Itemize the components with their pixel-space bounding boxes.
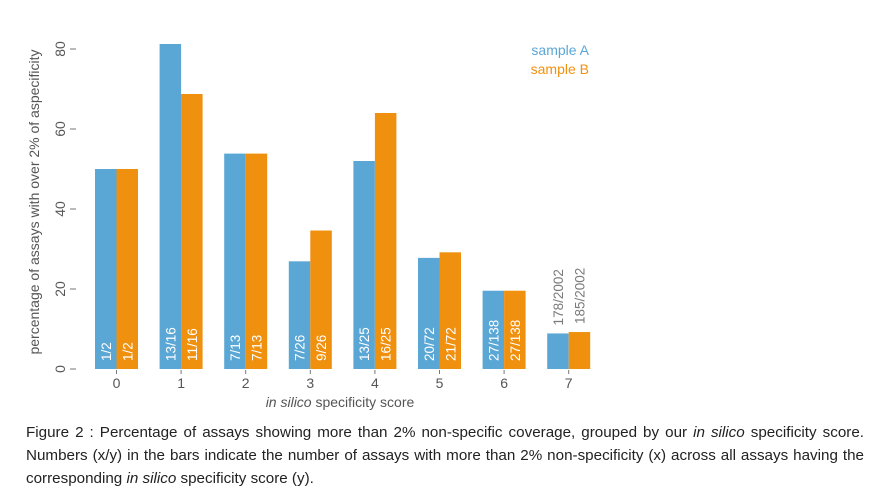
x-tick-label-0: 0 bbox=[113, 375, 121, 391]
figure-caption: Figure 2 : Percentage of assays showing … bbox=[26, 421, 864, 490]
y-axis: 0 20 40 60 80 bbox=[52, 41, 76, 373]
x-tick-label-3: 3 bbox=[306, 375, 314, 391]
y-tick-label-40: 40 bbox=[52, 201, 68, 217]
x-tick-label-2: 2 bbox=[242, 375, 250, 391]
caption-text-3: specificity score (y). bbox=[176, 470, 314, 487]
bar-label-b-5: 21/72 bbox=[443, 327, 458, 361]
bar-b-0 bbox=[117, 169, 139, 369]
y-tick-label-60: 60 bbox=[52, 121, 68, 137]
bar-label-a-2: 7/13 bbox=[228, 335, 243, 361]
bar-label-b-2: 7/13 bbox=[249, 335, 264, 361]
caption-italic-1: in silico bbox=[693, 424, 745, 441]
bar-label-b-3: 9/26 bbox=[314, 335, 329, 361]
bar-label-b-0: 1/2 bbox=[120, 342, 135, 361]
bar-a-0 bbox=[95, 169, 117, 369]
bar-label-b-7: 185/2002 bbox=[572, 268, 587, 324]
bar-label-b-1: 11/16 bbox=[185, 328, 200, 361]
legend-entry-b: sample B bbox=[531, 61, 589, 77]
x-tick-label-1: 1 bbox=[177, 375, 185, 391]
y-tick-label-80: 80 bbox=[52, 41, 68, 57]
x-axis: 0 1 2 3 4 5 6 7 bbox=[113, 370, 573, 391]
bar-label-b-6: 27/138 bbox=[508, 320, 523, 361]
bar-b-1 bbox=[181, 94, 203, 369]
bar-label-b-4: 16/25 bbox=[379, 327, 394, 361]
x-tick-label-7: 7 bbox=[565, 375, 573, 391]
bar-a-1 bbox=[160, 44, 182, 369]
bar-label-a-6: 27/138 bbox=[486, 320, 501, 361]
y-tick-label-0: 0 bbox=[52, 365, 68, 373]
bar-label-a-5: 20/72 bbox=[422, 327, 437, 361]
y-tick-label-20: 20 bbox=[52, 281, 68, 297]
legend-entry-a: sample A bbox=[531, 42, 589, 58]
legend: sample A sample B bbox=[531, 42, 590, 77]
bar-label-a-4: 13/25 bbox=[357, 327, 372, 361]
x-tick-label-4: 4 bbox=[371, 375, 379, 391]
bar-b-7 bbox=[569, 332, 591, 369]
x-tick-label-5: 5 bbox=[436, 375, 444, 391]
y-axis-label: percentage of assays with over 2% of asp… bbox=[26, 49, 42, 354]
bar-label-a-3: 7/26 bbox=[293, 335, 308, 361]
x-tick-label-6: 6 bbox=[500, 375, 508, 391]
x-axis-label: in silico specificity score bbox=[266, 394, 415, 410]
bar-label-a-7: 178/2002 bbox=[551, 269, 566, 325]
bar-chart: 1/2 1/2 13/16 11/16 7/13 7/13 7/26 9/26 13/25 16/… bbox=[0, 0, 886, 415]
bar-label-a-1: 13/16 bbox=[163, 327, 178, 361]
bar-label-a-0: 1/2 bbox=[99, 342, 114, 361]
caption-text-1: Figure 2 : Percentage of assays showing … bbox=[26, 424, 693, 441]
x-axis-label-italic: in silico bbox=[266, 394, 312, 410]
caption-italic-2: in silico bbox=[126, 470, 176, 487]
bar-a-7 bbox=[547, 333, 569, 369]
x-axis-label-rest: specificity score bbox=[312, 394, 415, 410]
